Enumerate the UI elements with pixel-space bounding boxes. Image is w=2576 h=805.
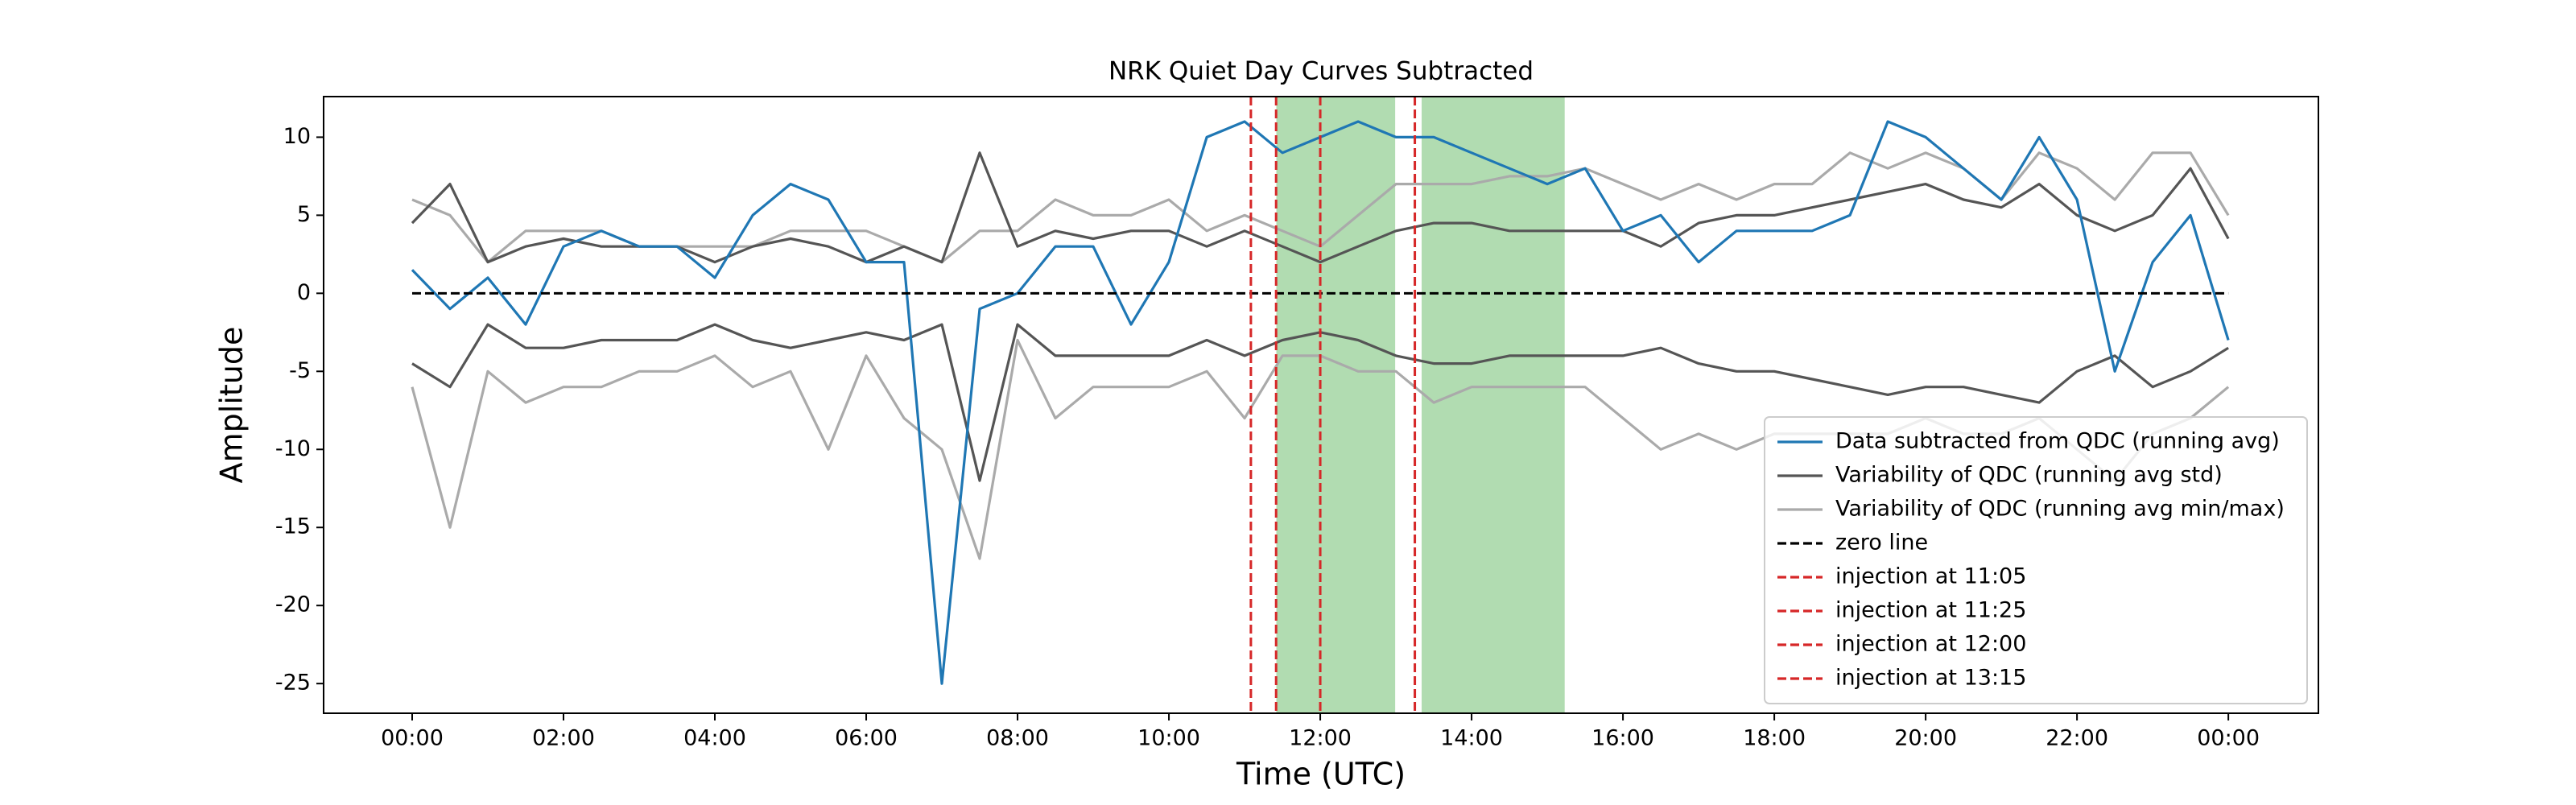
y-tick-label: -15 xyxy=(275,514,311,539)
legend-label: injection at 11:05 xyxy=(1835,564,2026,589)
x-tick-label: 10:00 xyxy=(1137,726,1200,751)
y-tick-label: -20 xyxy=(275,592,311,617)
y-axis-label: Amplitude xyxy=(214,327,250,484)
y-tick-label: -5 xyxy=(289,358,311,383)
x-tick-label: 20:00 xyxy=(1894,726,1957,751)
series-line xyxy=(411,151,2230,264)
y-tick-label: -25 xyxy=(275,671,311,696)
x-tick-label: 14:00 xyxy=(1440,726,1503,751)
y-tick-label: -10 xyxy=(275,436,311,461)
x-tick-label: 18:00 xyxy=(1743,726,1806,751)
legend-label: zero line xyxy=(1835,530,1928,555)
x-tick-label: 02:00 xyxy=(532,726,595,751)
x-tick-label: 16:00 xyxy=(1591,726,1654,751)
shaded-region xyxy=(1276,97,1396,713)
x-tick-label: 06:00 xyxy=(835,726,898,751)
x-tick-label: 04:00 xyxy=(683,726,746,751)
chart-title: NRK Quiet Day Curves Subtracted xyxy=(1108,57,1534,86)
legend-label: injection at 11:25 xyxy=(1835,598,2026,623)
x-tick-label: 12:00 xyxy=(1289,726,1352,751)
legend-label: injection at 13:15 xyxy=(1835,666,2026,691)
legend-label: Variability of QDC (running avg min/max) xyxy=(1835,497,2285,522)
legend: Data subtracted from QDC (running avg) Va… xyxy=(1764,416,2308,704)
x-tick-label: 22:00 xyxy=(2046,726,2108,751)
legend-box xyxy=(1764,416,2308,704)
legend-label: Variability of QDC (running avg std) xyxy=(1835,463,2223,488)
x-tick-label: 08:00 xyxy=(986,726,1049,751)
x-axis-label: Time (UTC) xyxy=(1236,757,1406,792)
shaded-region xyxy=(1422,97,1565,713)
x-tick-label: 00:00 xyxy=(2197,726,2260,751)
axes: -25 -20 -15 -10 -5 0 5 10 00:00 02:00 04:00 06:00 08… xyxy=(275,124,2260,751)
y-tick-label: 0 xyxy=(297,280,311,305)
y-tick-label: 5 xyxy=(297,202,311,227)
legend-label: Data subtracted from QDC (running avg) xyxy=(1835,429,2280,454)
y-tick-label: 10 xyxy=(283,124,311,149)
plot-area xyxy=(411,97,2230,713)
legend-label: injection at 12:00 xyxy=(1835,632,2026,657)
x-tick-label: 00:00 xyxy=(381,726,444,751)
